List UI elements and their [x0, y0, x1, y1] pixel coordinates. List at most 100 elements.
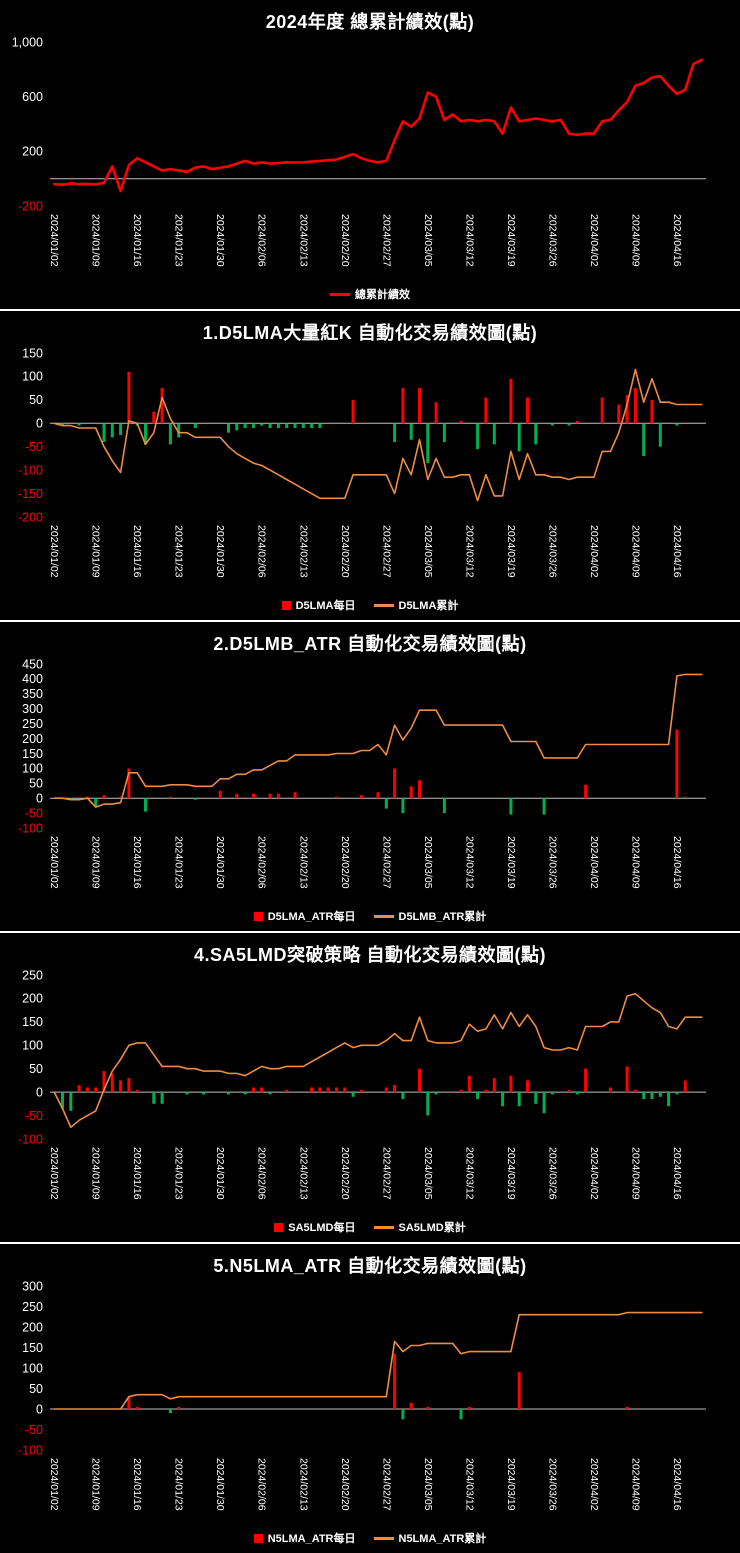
legend-item-cumulative: N5LMA_ATR累計	[373, 1530, 486, 1546]
chart-title-sa5lmd: 4.SA5LMD突破策略 自動化交易績效圖(點)	[193, 945, 546, 965]
svg-text:300: 300	[22, 1280, 43, 1293]
svg-text:150: 150	[22, 1341, 43, 1355]
svg-text:-50: -50	[25, 1109, 43, 1123]
svg-text:2024/03/12: 2024/03/12	[463, 214, 475, 267]
legend-label: D5LMA累計	[398, 600, 459, 612]
svg-text:2024/01/23: 2024/01/23	[173, 836, 185, 889]
svg-text:2024/02/06: 2024/02/06	[256, 525, 268, 578]
legend-bar-swatch-icon	[281, 600, 291, 610]
svg-text:2024/02/06: 2024/02/06	[256, 836, 268, 889]
legend-bar-swatch-icon	[253, 1533, 263, 1543]
chart-title-d5lma: 1.D5LMA大量紅K 自動化交易績效圖(點)	[202, 323, 538, 343]
legend-item-daily: D5LMA每日	[281, 597, 356, 613]
chart-title-total: 2024年度 總累計績效(點)	[265, 12, 475, 32]
chart-legend-sa5lmd: SA5LMD每日 SA5LMD累計	[0, 1219, 740, 1242]
svg-text:2024/01/16: 2024/01/16	[131, 525, 143, 578]
svg-text:200: 200	[22, 992, 43, 1006]
svg-text:2024/04/09: 2024/04/09	[629, 836, 641, 889]
svg-text:2024/01/02: 2024/01/02	[48, 214, 60, 267]
svg-text:0: 0	[36, 1402, 43, 1416]
svg-text:100: 100	[22, 370, 43, 384]
svg-text:1,000: 1,000	[12, 36, 43, 49]
panel-d5lma: 1.D5LMA大量紅K 自動化交易績效圖(點) 150 100 50 0 -50 -100…	[0, 309, 740, 620]
svg-text:200: 200	[22, 732, 43, 746]
chart-legend-n5lma-atr: N5LMA_ATR每日 N5LMA_ATR累計	[0, 1530, 740, 1553]
svg-text:150: 150	[22, 747, 43, 761]
legend-line-swatch-icon	[373, 1225, 394, 1229]
svg-text:50: 50	[29, 1062, 43, 1076]
svg-text:2024/01/02: 2024/01/02	[48, 525, 60, 578]
svg-text:2024/01/02: 2024/01/02	[48, 1147, 60, 1200]
svg-text:2024/04/09: 2024/04/09	[629, 1458, 641, 1511]
svg-text:2024/02/13: 2024/02/13	[297, 1147, 309, 1200]
panel-d5lmb-atr: 2.D5LMB_ATR 自動化交易績效圖(點) 450 400 350 300 250 2…	[0, 620, 740, 931]
svg-text:-100: -100	[18, 1443, 43, 1457]
svg-text:2024/02/06: 2024/02/06	[256, 1147, 268, 1200]
svg-text:2024/04/02: 2024/04/02	[588, 836, 600, 889]
legend-bar-swatch-icon	[253, 911, 263, 921]
svg-text:2024/04/16: 2024/04/16	[671, 1458, 683, 1511]
svg-text:-50: -50	[25, 440, 43, 454]
svg-text:0: 0	[36, 1085, 43, 1099]
chart-legend-total: 總累計績效	[0, 286, 740, 309]
chart-plot-d5lma: 150 100 50 0 -50 -100 -150 -200 2024/01/02 2024/0…	[18, 347, 706, 578]
svg-text:50: 50	[29, 777, 43, 791]
svg-text:-100: -100	[18, 821, 43, 835]
svg-text:400: 400	[22, 672, 43, 686]
svg-text:2024/02/13: 2024/02/13	[297, 1458, 309, 1511]
svg-text:2024/03/19: 2024/03/19	[505, 836, 517, 889]
svg-text:2024/03/12: 2024/03/12	[463, 1458, 475, 1511]
svg-text:2024/04/02: 2024/04/02	[588, 525, 600, 578]
svg-text:2024/01/09: 2024/01/09	[90, 525, 102, 578]
svg-text:2024/02/27: 2024/02/27	[380, 525, 392, 578]
svg-text:350: 350	[22, 687, 43, 701]
svg-text:150: 150	[22, 1015, 43, 1029]
legend-item-daily: N5LMA_ATR每日	[253, 1530, 356, 1546]
svg-text:250: 250	[22, 969, 43, 982]
legend-item-total-cumulative: 總累計績效	[330, 286, 410, 302]
svg-text:2024/04/16: 2024/04/16	[671, 525, 683, 578]
svg-text:-200: -200	[18, 510, 43, 524]
svg-text:2024/03/19: 2024/03/19	[505, 214, 517, 267]
svg-text:2024/04/02: 2024/04/02	[588, 1458, 600, 1511]
svg-text:2024/04/16: 2024/04/16	[671, 214, 683, 267]
svg-text:2024/02/13: 2024/02/13	[297, 836, 309, 889]
svg-text:2024/03/19: 2024/03/19	[505, 1147, 517, 1200]
svg-text:2024/02/20: 2024/02/20	[339, 1458, 351, 1511]
svg-text:2024/01/23: 2024/01/23	[173, 525, 185, 578]
legend-label: D5LMA每日	[295, 600, 356, 612]
panel-total-performance: 2024年度 總累計績效(點) 1,000 600 200 -200 2024/01/0…	[0, 0, 740, 309]
svg-text:2024/02/06: 2024/02/06	[256, 214, 268, 267]
svg-text:2024/03/26: 2024/03/26	[546, 1147, 558, 1200]
svg-text:2024/02/20: 2024/02/20	[339, 836, 351, 889]
legend-label: D5LMA_ATR每日	[267, 911, 356, 923]
svg-text:2024/03/12: 2024/03/12	[463, 525, 475, 578]
chart-legend-d5lma: D5LMA每日 D5LMA累計	[0, 597, 740, 620]
svg-text:2024/01/30: 2024/01/30	[214, 525, 226, 578]
svg-text:2024/02/13: 2024/02/13	[297, 525, 309, 578]
chart-plot-total: 1,000 600 200 -200 2024/01/02 2024/01/09 2024/…	[12, 36, 706, 267]
svg-text:2024/04/02: 2024/04/02	[588, 214, 600, 267]
svg-text:2024/01/02: 2024/01/02	[48, 1458, 60, 1511]
svg-text:2024/02/13: 2024/02/13	[297, 214, 309, 267]
svg-text:-200: -200	[18, 199, 43, 213]
svg-text:-100: -100	[18, 463, 43, 477]
legend-label: SA5LMD每日	[288, 1222, 356, 1234]
svg-text:600: 600	[22, 90, 43, 104]
svg-text:2024/01/30: 2024/01/30	[214, 1458, 226, 1511]
svg-text:2024/02/27: 2024/02/27	[380, 1458, 392, 1511]
svg-text:2024/01/09: 2024/01/09	[90, 214, 102, 267]
chart-legend-d5lmb-atr: D5LMA_ATR每日 D5LMB_ATR累計	[0, 908, 740, 931]
svg-text:2024/04/09: 2024/04/09	[629, 525, 641, 578]
svg-text:2024/02/27: 2024/02/27	[380, 214, 392, 267]
chart-title-n5lma-atr: 5.N5LMA_ATR 自動化交易績效圖(點)	[213, 1256, 527, 1276]
svg-text:100: 100	[22, 1039, 43, 1053]
legend-label: 總累計績效	[355, 289, 410, 301]
svg-text:2024/03/05: 2024/03/05	[422, 214, 434, 267]
svg-text:2024/03/19: 2024/03/19	[505, 525, 517, 578]
svg-text:100: 100	[22, 762, 43, 776]
chart-plot-sa5lmd: 250 200 150 100 50 0 -50 -100 2024/01/02 2024/01/…	[18, 969, 706, 1200]
svg-text:2024/04/16: 2024/04/16	[671, 1147, 683, 1200]
legend-label: N5LMA_ATR每日	[267, 1533, 356, 1545]
